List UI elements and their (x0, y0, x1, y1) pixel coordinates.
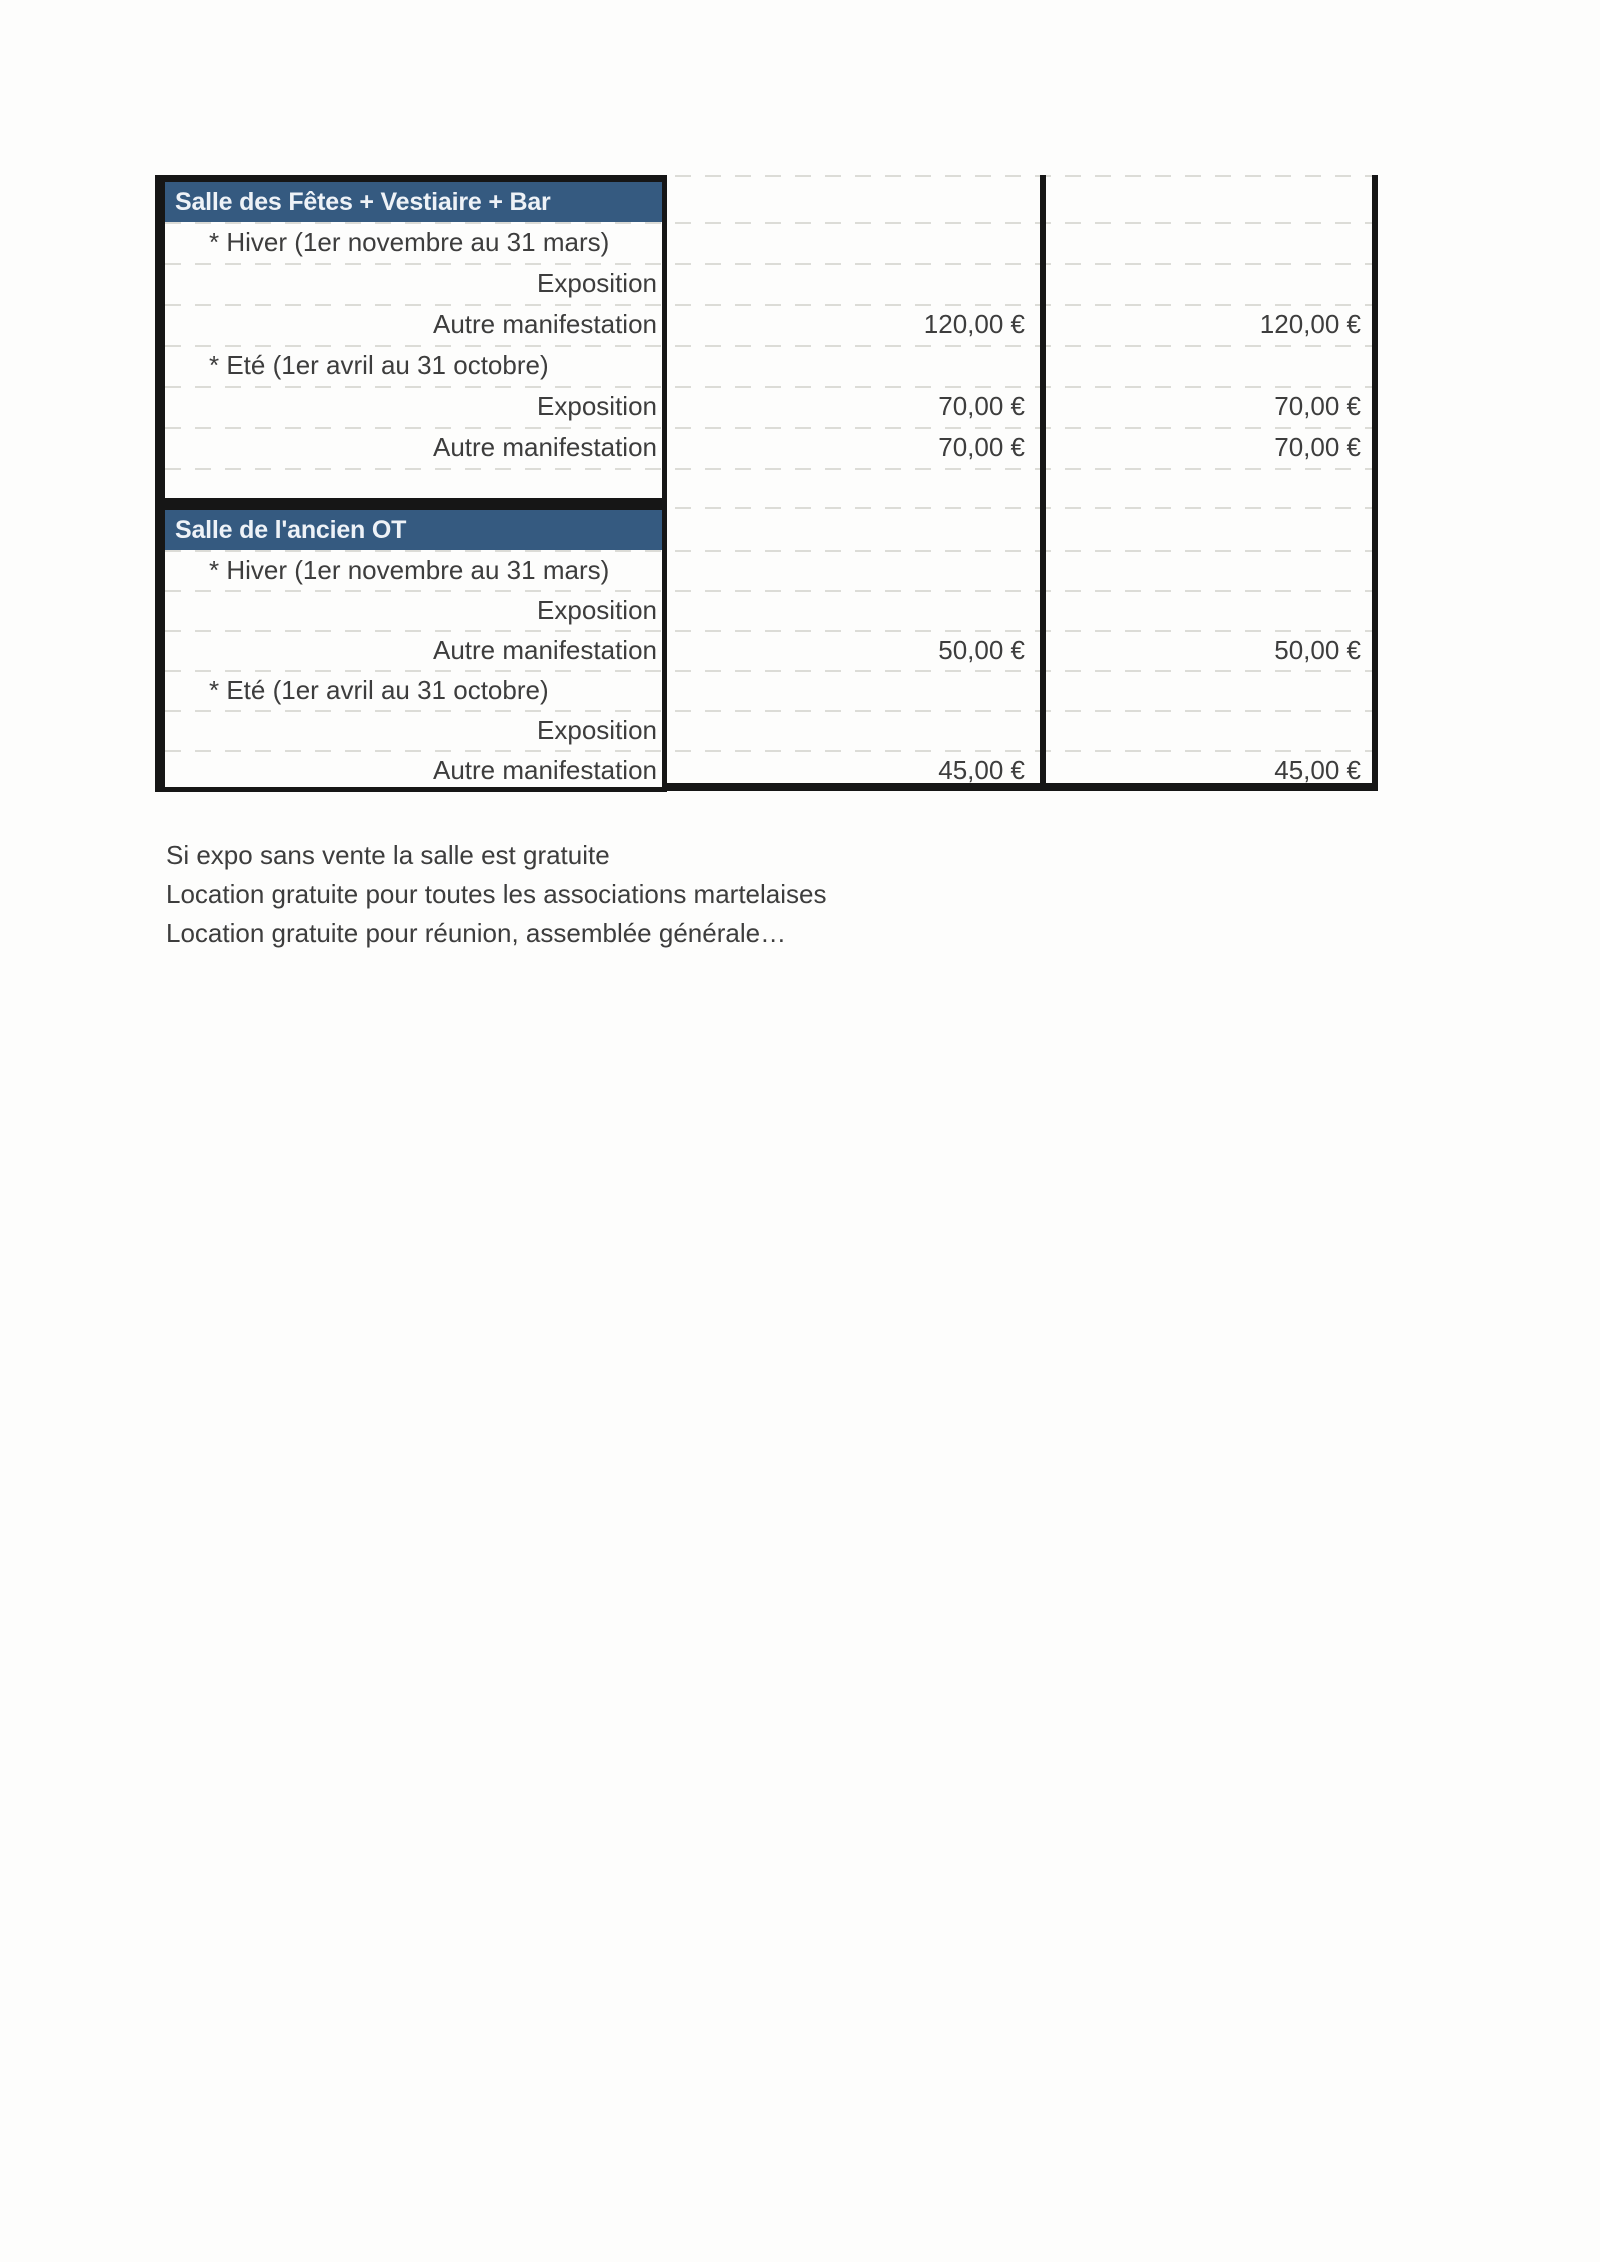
tariff-row-label: Autre manifestation (432, 432, 657, 462)
price-cell: 50,00 € (938, 635, 1025, 665)
price-cell: 70,00 € (1274, 432, 1361, 462)
ruling-line (165, 750, 1374, 752)
section-box-salle-ancien-ot (155, 505, 667, 792)
tariff-row-label: Exposition (537, 595, 657, 625)
table-bottom-rule (662, 783, 1378, 791)
ruling-line (165, 304, 1374, 306)
table-right-rule (1372, 175, 1378, 791)
tariff-row-label: Exposition (537, 268, 657, 298)
ruling-line (165, 468, 1374, 470)
note-line: Location gratuite pour toutes les associ… (166, 879, 827, 909)
tariff-row-label: Exposition (537, 391, 657, 421)
season-row-label: * Eté (1er avril au 31 octobre) (209, 350, 549, 380)
note-line: Si expo sans vente la salle est gratuite (166, 840, 610, 870)
price-cell: 45,00 € (938, 755, 1025, 785)
price-cell: 70,00 € (938, 391, 1025, 421)
ruling-line (165, 590, 1374, 592)
tariff-row-label: Autre manifestation (432, 309, 657, 339)
section-box-salle-des-fetes (155, 175, 667, 505)
ruling-line (165, 345, 1374, 347)
note-line: Location gratuite pour réunion, assemblé… (166, 918, 787, 948)
price-cell: 50,00 € (1274, 635, 1361, 665)
price-cell: 70,00 € (1274, 391, 1361, 421)
tariff-row-label: Autre manifestation (432, 635, 657, 665)
ruling-line (165, 507, 1374, 509)
footer-notes: Si expo sans vente la salle est gratuite… (166, 836, 826, 953)
section-title-salle-des-fetes: Salle des Fêtes + Vestiaire + Bar (165, 182, 662, 222)
price-cell: 45,00 € (1274, 755, 1361, 785)
season-row-label: * Hiver (1er novembre au 31 mars) (209, 555, 610, 585)
price-cell: 120,00 € (923, 309, 1025, 339)
ruling-line (165, 630, 1374, 632)
price-cell: 70,00 € (938, 432, 1025, 462)
season-row-label: * Hiver (1er novembre au 31 mars) (209, 227, 610, 257)
ruling-line (165, 670, 1374, 672)
ruling-line (165, 710, 1374, 712)
ruling-line (165, 263, 1374, 265)
ruling-line (165, 222, 1374, 224)
section-title-salle-ancien-ot: Salle de l'ancien OT (165, 510, 662, 550)
ruling-line (165, 175, 1374, 177)
price-cell: 120,00 € (1259, 309, 1361, 339)
ruling-line (165, 427, 1374, 429)
column-divider-rule (1040, 175, 1046, 791)
tariff-row-label: Autre manifestation (432, 755, 657, 785)
ruling-line (165, 386, 1374, 388)
tariff-row-label: Exposition (537, 715, 657, 745)
season-row-label: * Eté (1er avril au 31 octobre) (209, 675, 549, 705)
ruling-line (165, 550, 1374, 552)
tariff-table: Salle des Fêtes + Vestiaire + Bar Salle … (155, 175, 1378, 795)
